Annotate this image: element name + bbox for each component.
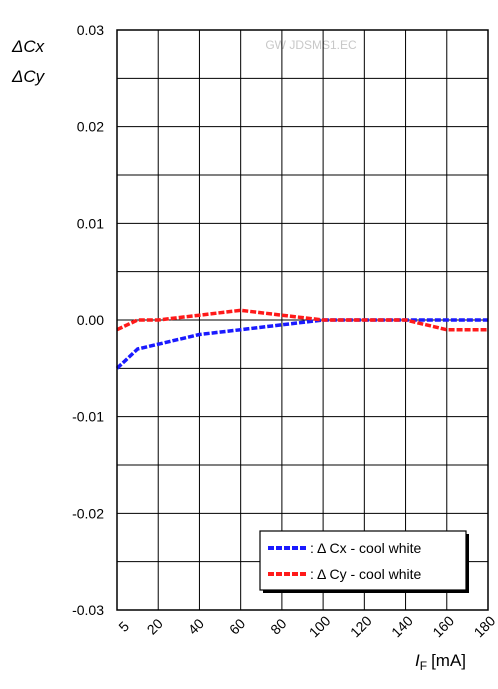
x-tick-label: 140 [388,612,416,640]
legend-box [259,530,467,591]
x-axis-label-symbol: I [415,651,420,670]
y-tick-label: 0.03 [77,22,104,38]
series-layer [115,308,488,370]
x-tick-labels: 5 20 40 60 80 100 120 140 160 180 [115,612,498,640]
y-tick-label: -0.03 [72,602,104,618]
x-tick-label: 160 [429,612,457,640]
y-tick-label: -0.02 [72,505,104,521]
x-axis-label: IF [mA] [415,651,466,673]
y-tick-labels: -0.03 -0.02 -0.01 0.00 0.01 0.02 0.03 [72,22,104,618]
x-tick-label: 180 [471,612,498,640]
x-axis-label-subscript: F [420,659,427,673]
x-tick-label: 100 [306,612,334,640]
legend: : Δ Cx - cool white : Δ Cy - cool white [259,530,469,593]
y-tick-label: 0.01 [77,215,104,231]
legend-label-cy: : Δ Cy - cool white [310,566,421,582]
x-tick-label: 5 [115,618,132,635]
x-tick-label: 40 [185,615,207,637]
series-line-0 [115,318,488,370]
y-tick-label: 0.02 [77,119,104,135]
x-tick-label: 60 [226,615,248,637]
x-tick-label: 20 [144,615,166,637]
watermark: GW JDSMS1.EC [265,38,357,52]
y-tick-label: 0.00 [77,312,104,328]
x-axis-label-unit: [mA] [431,651,466,670]
series-line-1 [116,308,488,332]
plot-frame [116,29,489,611]
x-tick-label: 120 [347,612,375,640]
legend-label-cx: : Δ Cx - cool white [310,540,421,556]
x-tick-label: 80 [267,615,289,637]
y-axis-label-line-1: ΔCx [11,37,45,56]
y-tick-label: -0.01 [72,409,104,425]
y-axis-label-line-2: ΔCy [11,67,46,86]
